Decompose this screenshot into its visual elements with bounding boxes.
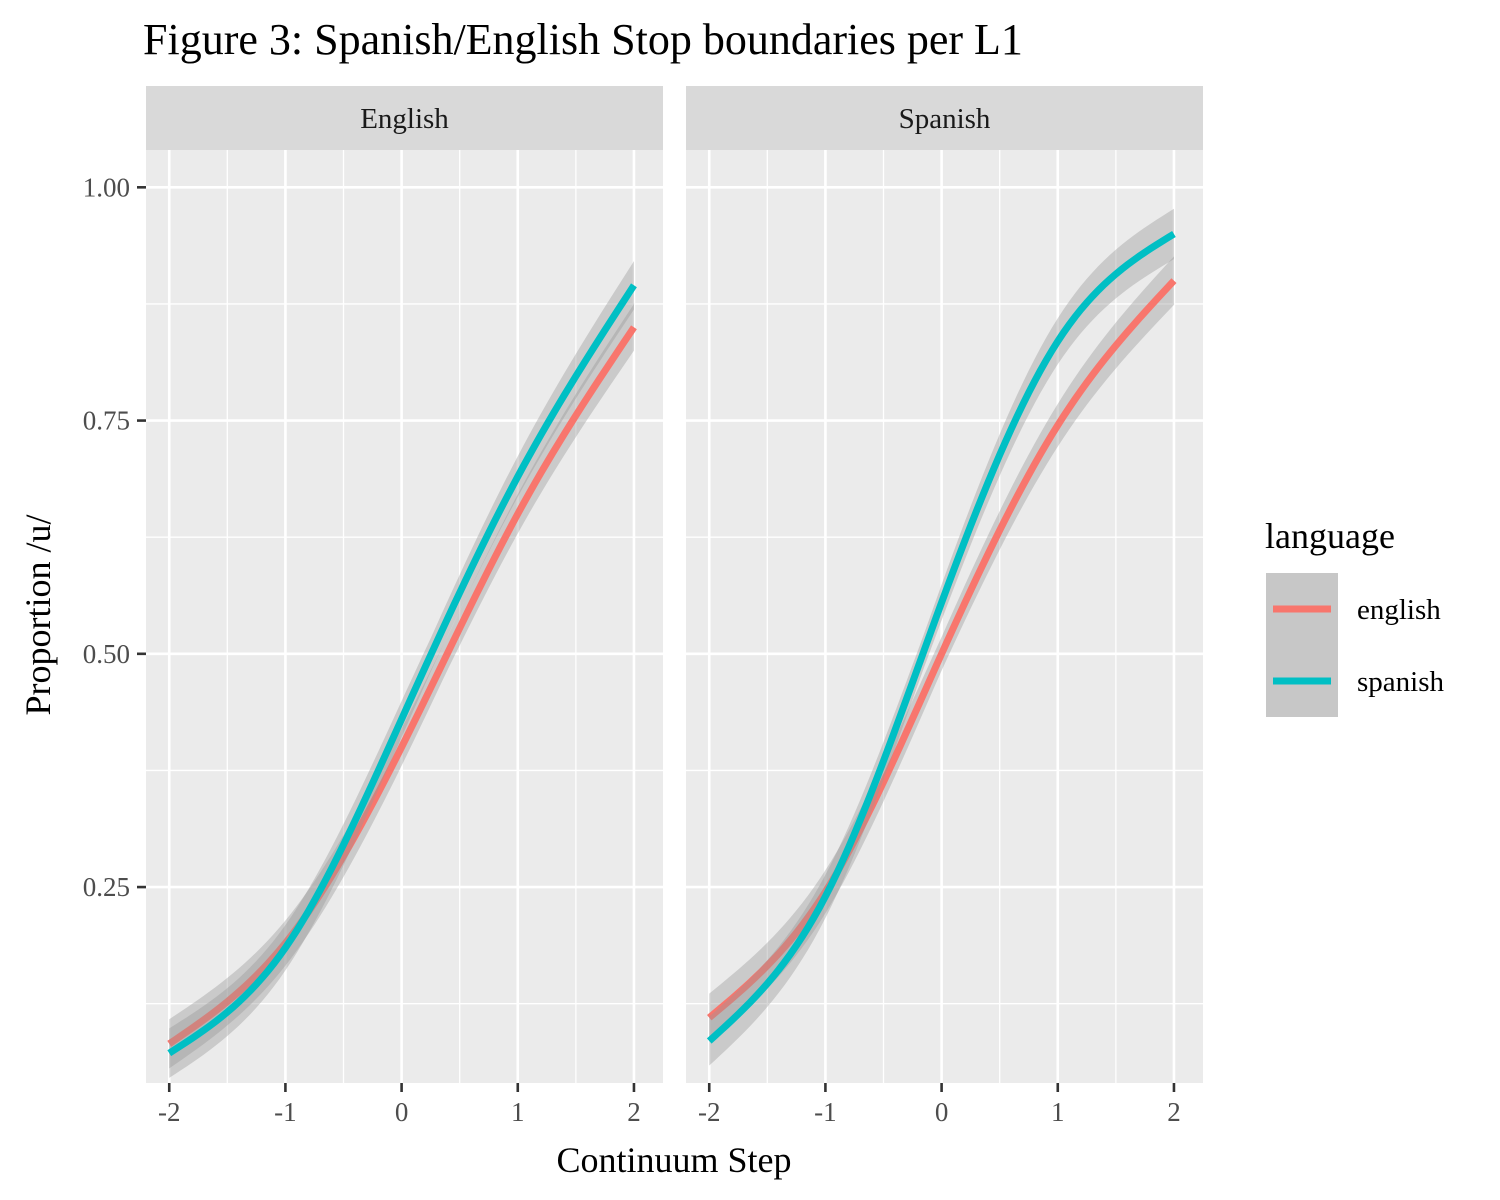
confidence-band-spanish — [709, 208, 1174, 1066]
y-tick-label: 0.75 — [83, 406, 130, 436]
x-tick-label: -1 — [274, 1097, 297, 1127]
x-tick-label: 1 — [1051, 1097, 1065, 1127]
series-line-english — [706, 278, 1177, 1021]
panels: English -2 -1 0 1 2 0.25 0.50 0.75 1.00 Spanish -2 -… — [83, 86, 1203, 1127]
x-tick-label: 1 — [511, 1097, 525, 1127]
panel-background — [686, 150, 1203, 1083]
x-tick-label: 0 — [395, 1097, 409, 1127]
strip-background — [146, 86, 663, 150]
x-tick-label: 2 — [1167, 1097, 1181, 1127]
panel-spanish: Spanish -2 -1 0 1 2 — [686, 86, 1203, 1127]
strip-background — [686, 86, 1203, 150]
x-tick-label: -2 — [158, 1097, 181, 1127]
series-line-english — [167, 325, 637, 1047]
y-tick-label: 0.50 — [83, 639, 130, 669]
x-tick-label: 0 — [935, 1097, 949, 1127]
panel-english: English -2 -1 0 1 2 0.25 0.50 0.75 1.00 — [83, 86, 663, 1127]
x-tick-label: -2 — [698, 1097, 721, 1127]
y-axis-title: Proportion /u/ — [18, 514, 58, 715]
x-tick-label: 2 — [627, 1097, 641, 1127]
y-tick-label: 0.25 — [83, 872, 130, 902]
confidence-band-english — [169, 303, 634, 1069]
series-line-spanish — [167, 283, 637, 1057]
legend: language english spanish — [1265, 516, 1445, 717]
strip-label: English — [360, 103, 449, 135]
legend-title: language — [1265, 516, 1395, 556]
x-axis-title: Continuum Step — [556, 1140, 791, 1180]
y-tick-label: 1.00 — [83, 172, 130, 202]
panel-background — [146, 150, 663, 1083]
x-tick-label: -1 — [814, 1097, 837, 1127]
strip-label: Spanish — [899, 103, 991, 135]
chart-title: Figure 3: Spanish/English Stop boundarie… — [143, 15, 1023, 64]
legend-label-english: english — [1357, 594, 1441, 626]
legend-label-spanish: spanish — [1357, 666, 1445, 698]
series-line-spanish — [706, 230, 1176, 1044]
legend-key-background — [1266, 573, 1338, 717]
confidence-band-spanish — [169, 261, 634, 1078]
